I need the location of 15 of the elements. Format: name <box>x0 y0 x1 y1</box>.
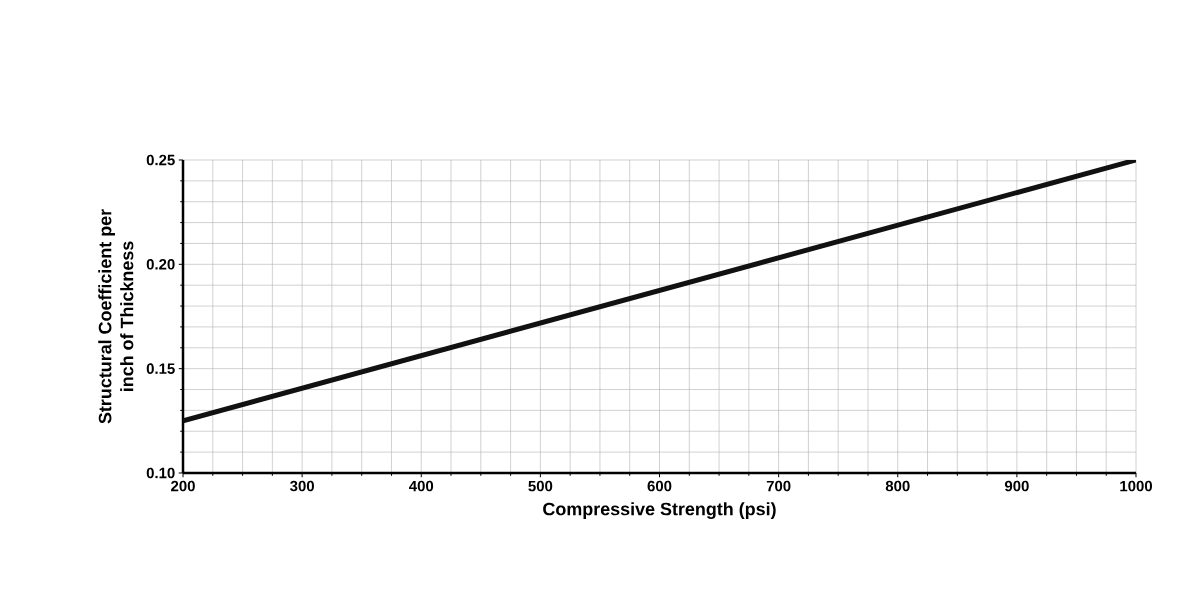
y-axis-title: Structural Coefficient per inch of Thickness <box>98 209 134 424</box>
x-tick-label: 400 <box>409 480 434 492</box>
y-tick-label: 0.20 <box>146 259 175 270</box>
y-tick-label: 0.25 <box>146 154 175 166</box>
y-tick-label: 0.15 <box>146 363 175 374</box>
x-tick-label: 600 <box>647 480 672 492</box>
x-tick-label: 500 <box>528 480 553 492</box>
x-tick-label: 800 <box>885 480 910 492</box>
y-tick-label: 0.10 <box>146 467 175 479</box>
x-tick-label: 200 <box>171 480 195 492</box>
x-tick-label: 1000 <box>1120 480 1152 492</box>
x-tick-label: 700 <box>766 480 791 492</box>
x-axis-title: Compressive Strength (psi) <box>543 502 776 519</box>
x-tick-label: 900 <box>1004 480 1029 492</box>
x-tick-label: 300 <box>290 480 314 492</box>
